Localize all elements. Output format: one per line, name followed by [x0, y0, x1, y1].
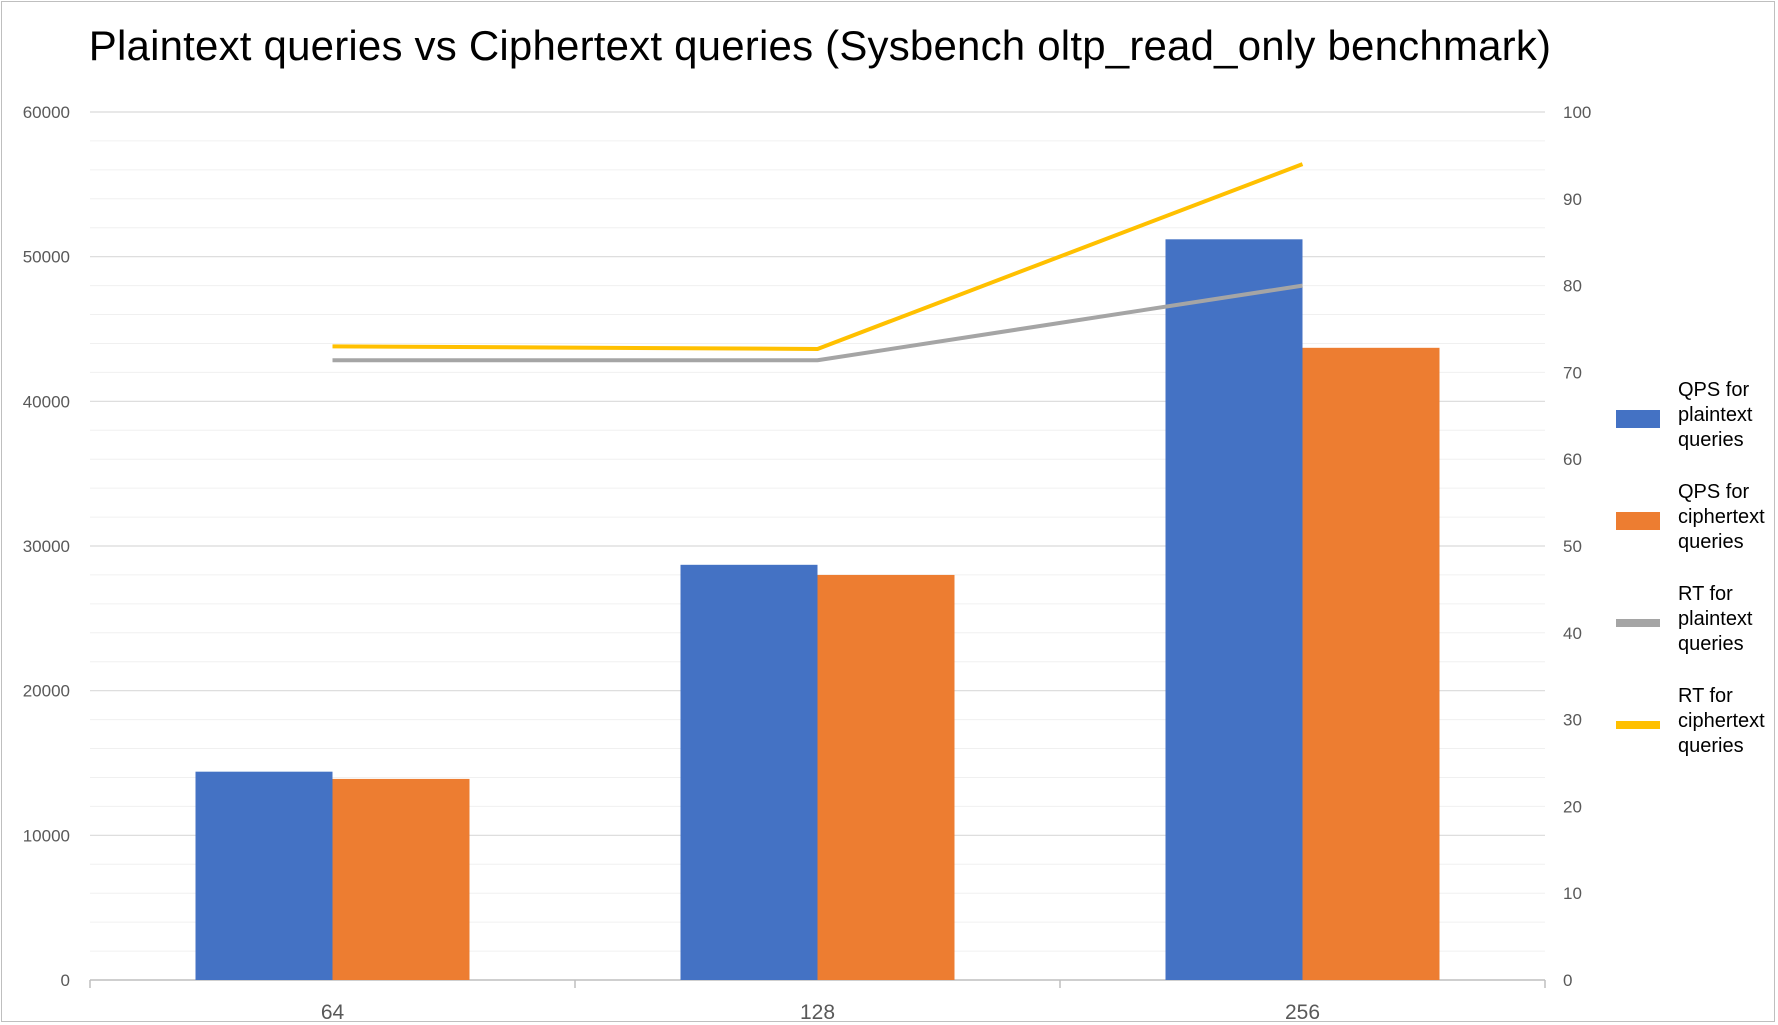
legend: QPS for plaintext queries QPS for ciphert…	[1612, 378, 1778, 786]
y-right-tick-label: 90	[1563, 190, 1582, 209]
y-right-tick-label: 20	[1563, 797, 1582, 816]
bar-ciphertext-qps	[817, 574, 955, 980]
legend-swatch	[1616, 619, 1660, 627]
legend-swatch	[1616, 410, 1660, 428]
y-left-tick-label: 50000	[23, 248, 70, 267]
y-right-tick-label: 60	[1563, 450, 1582, 469]
y-right-tick-label: 0	[1563, 971, 1572, 990]
legend-item: RT for plaintext queries	[1612, 582, 1778, 684]
legend-item: QPS for plaintext queries	[1612, 378, 1778, 480]
y-left-tick-label: 30000	[23, 537, 70, 556]
y-right-tick-label: 70	[1563, 363, 1582, 382]
legend-label: RT for plaintext queries	[1678, 583, 1753, 655]
y-left-tick-label: 40000	[23, 392, 70, 411]
y-left-tick-label: 10000	[23, 826, 70, 845]
bar-plaintext-qps	[195, 771, 333, 980]
legend-label: QPS for ciphertext queries	[1678, 481, 1765, 553]
line-ciphertext-rt	[332, 162, 1304, 351]
legend-item: QPS for ciphertext queries	[1612, 480, 1778, 582]
x-tick-label: 64	[321, 1001, 345, 1024]
line-plaintext-rt	[332, 283, 1303, 363]
x-tick-label: 128	[800, 1001, 835, 1024]
x-tick-label: 256	[1285, 1001, 1320, 1024]
bar-plaintext-qps	[1165, 239, 1303, 981]
y-left-tick-label: 0	[61, 971, 70, 990]
y-left-tick-label: 60000	[23, 103, 70, 122]
legend-label: QPS for plaintext queries	[1678, 379, 1753, 451]
y-right-tick-label: 100	[1563, 103, 1591, 122]
y-left-tick-label: 20000	[23, 682, 70, 701]
y-right-tick-label: 30	[1563, 711, 1582, 730]
y-right-tick-label: 40	[1563, 624, 1582, 643]
legend-item: RT for ciphertext queries	[1612, 684, 1778, 786]
legend-swatch	[1616, 512, 1660, 530]
bar-ciphertext-qps	[1302, 347, 1440, 981]
chart-title: Plaintext queries vs Ciphertext queries …	[88, 22, 1552, 69]
legend-swatch	[1616, 721, 1660, 729]
bar-plaintext-qps	[680, 564, 818, 980]
legend-label: RT for ciphertext queries	[1678, 685, 1765, 757]
y-right-tick-label: 50	[1563, 537, 1582, 556]
bar-ciphertext-qps	[332, 778, 470, 980]
y-right-tick-label: 80	[1563, 277, 1582, 296]
y-right-tick-label: 10	[1563, 884, 1582, 903]
